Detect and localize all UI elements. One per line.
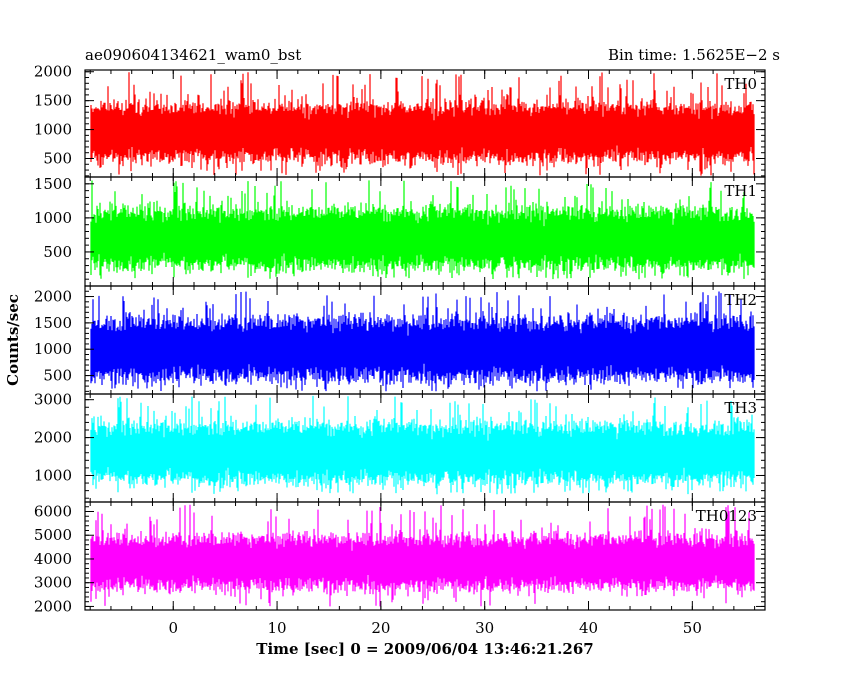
y-tick-label: 2000	[34, 288, 72, 306]
y-tick-label: 5000	[34, 526, 72, 544]
x-tick-label: 40	[579, 619, 598, 637]
y-tick-label: 3000	[34, 574, 72, 592]
chart-title-left: ae090604134621_wam0_bst	[85, 46, 301, 64]
y-tick-label: 3000	[34, 391, 72, 409]
panel-th3: 1000 2000 3000 TH3	[34, 391, 766, 503]
panel-frame	[84, 501, 766, 611]
y-tick-label: 4000	[34, 550, 72, 568]
panel-label-th2: TH2	[724, 291, 757, 309]
y-tick-label: 2000	[34, 429, 72, 447]
panel-th0123: 2000 3000 4000 5000 6000 TH0123	[34, 501, 766, 615]
panel-label-th1: TH1	[724, 182, 757, 200]
panel-th1: 500 1000 1500 TH1	[34, 175, 766, 287]
panel-label-th3: TH3	[724, 399, 757, 417]
y-tick-label: 500	[43, 367, 72, 385]
x-tick-label: 0	[168, 619, 178, 637]
y-tick-label: 2000	[34, 597, 72, 615]
y-tick-label: 1500	[34, 92, 72, 110]
y-tick-label: 1500	[34, 314, 72, 332]
x-axis: 0 10 20 30 40 50	[168, 619, 701, 637]
panel-label-th0: TH0	[724, 75, 757, 93]
y-tick-label: 500	[43, 149, 72, 167]
panel-th0: 500 1000 1500 2000 TH0	[34, 63, 766, 178]
x-tick-label: 10	[268, 619, 287, 637]
panel-th2: 500 1000 1500 2000 TH2	[34, 285, 766, 395]
series-line-th0	[90, 72, 755, 176]
x-tick-label: 20	[371, 619, 390, 637]
y-axis-label: Counts/sec	[4, 294, 22, 386]
y-tick-label: 1000	[34, 209, 72, 227]
y-tick-label: 1000	[34, 466, 72, 484]
chart-title-right: Bin time: 1.5625E−2 s	[608, 46, 780, 64]
panel-label-th0123: TH0123	[696, 507, 757, 525]
series-line-th2	[90, 291, 755, 392]
x-axis-label: Time [sec] 0 = 2009/06/04 13:46:21.267	[256, 640, 593, 658]
y-tick-label: 6000	[34, 502, 72, 520]
y-tick-label: 1000	[34, 121, 72, 139]
series-line-th3	[90, 395, 755, 495]
series-line-th1	[90, 180, 755, 280]
x-tick-label: 30	[475, 619, 494, 637]
series-line-th0123	[90, 504, 755, 607]
y-tick-label: 500	[43, 243, 72, 261]
y-tick-label: 1000	[34, 340, 72, 358]
x-tick-label: 50	[683, 619, 702, 637]
y-tick-label: 2000	[34, 63, 72, 81]
y-tick-label: 1500	[34, 175, 72, 193]
